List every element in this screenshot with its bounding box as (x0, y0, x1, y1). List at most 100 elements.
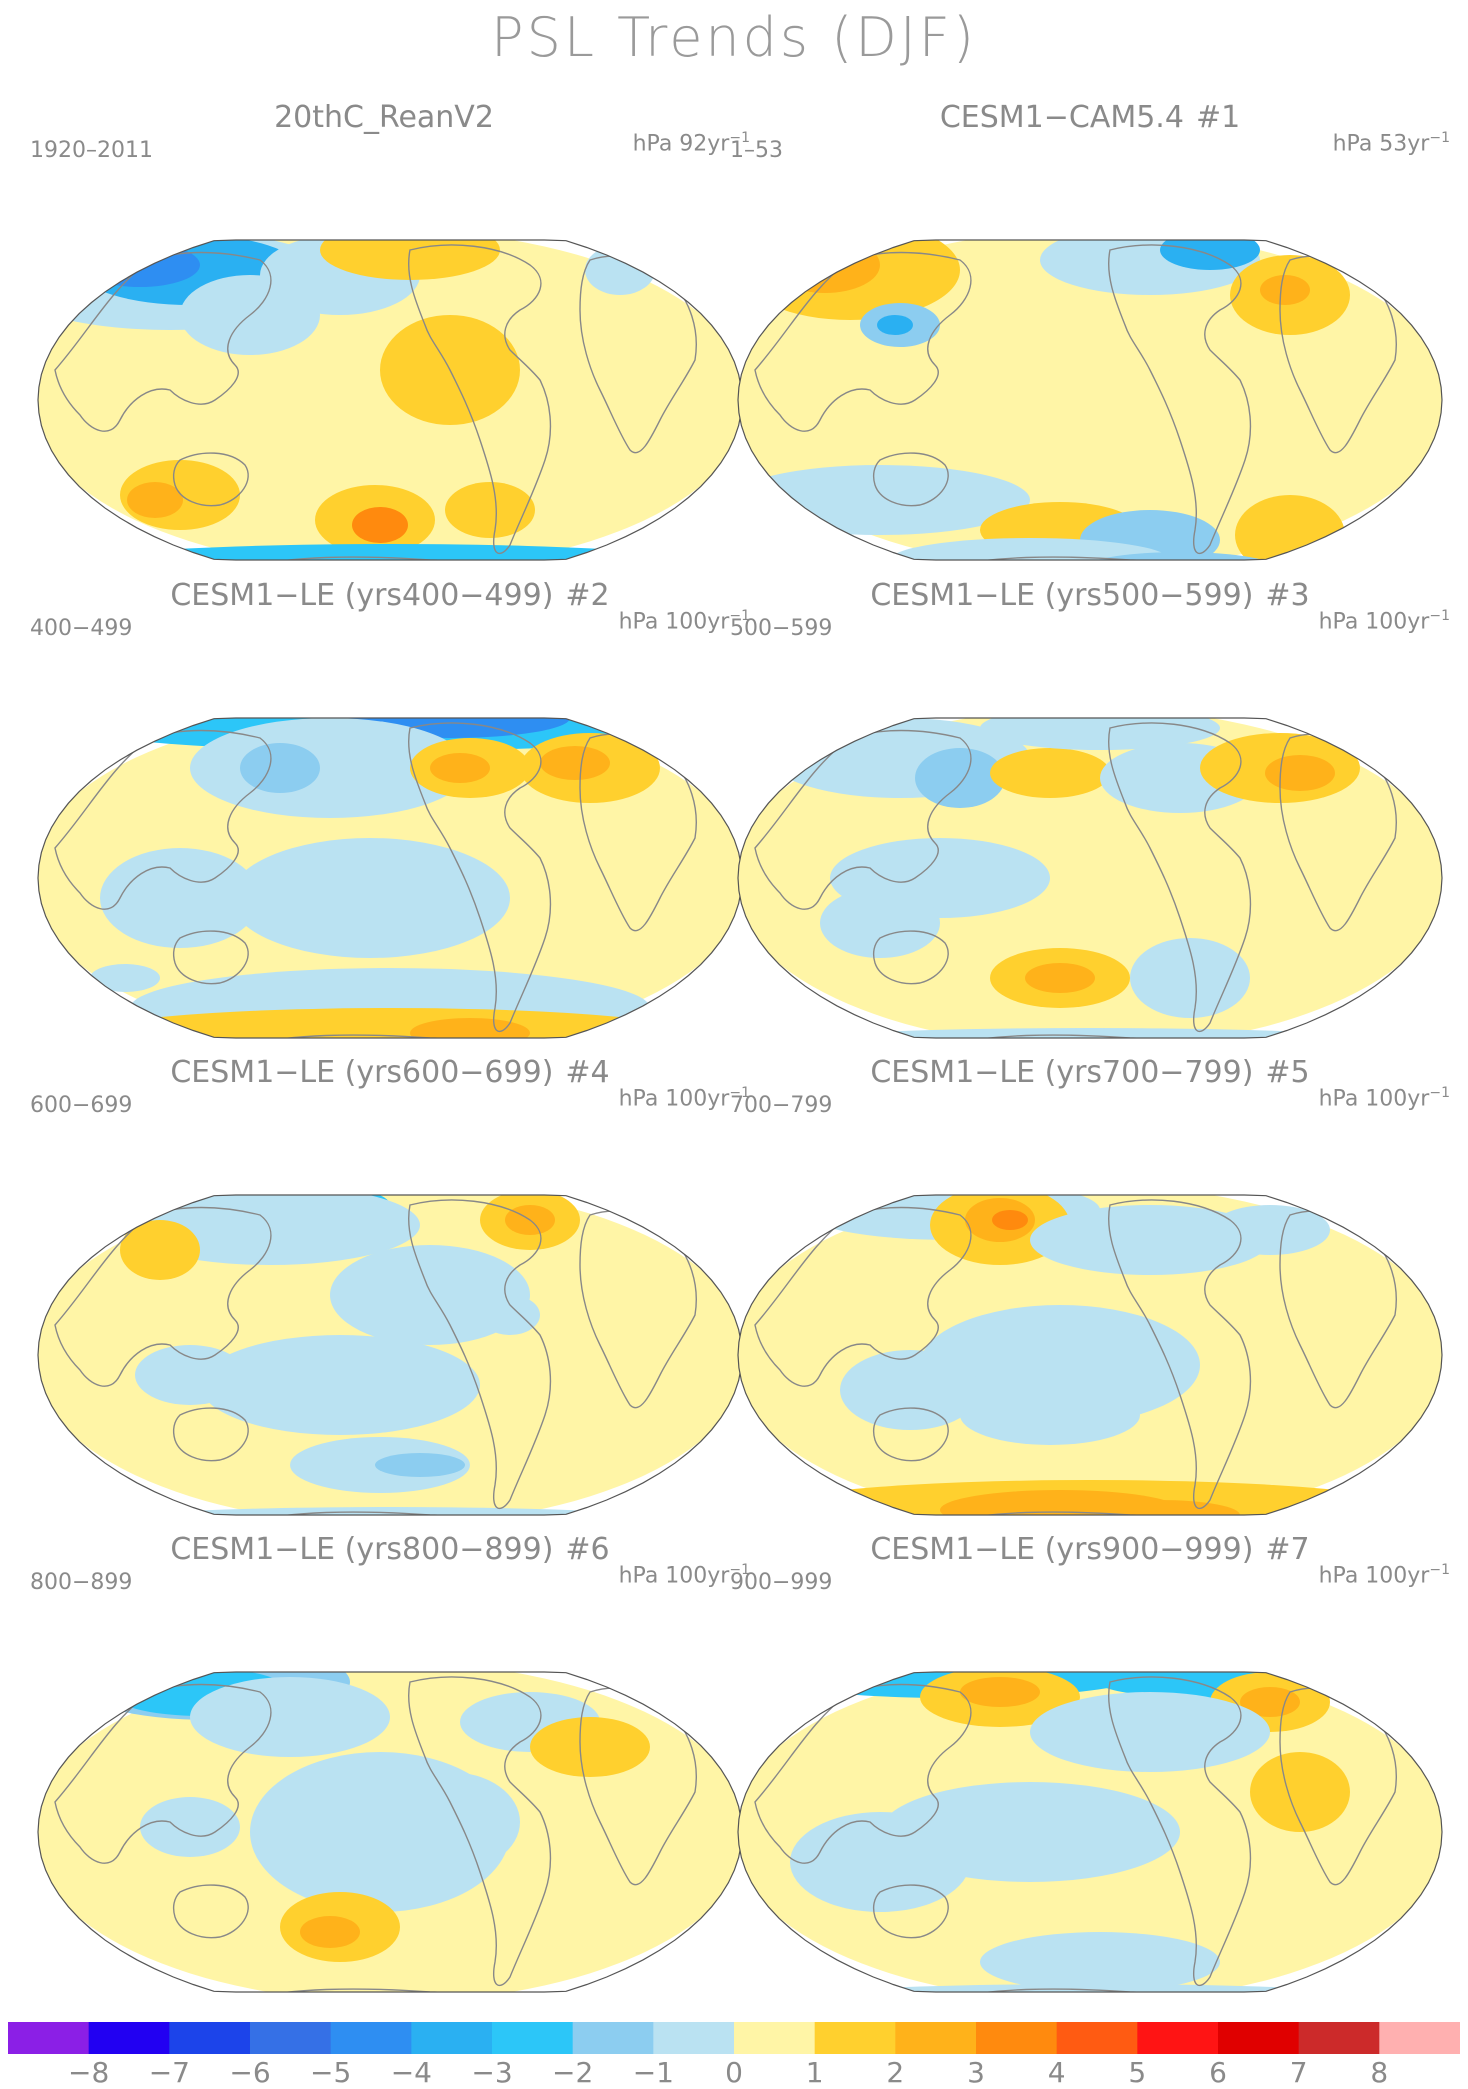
colorbar-tick-label: −8 (68, 2056, 110, 2089)
contour-region (150, 567, 370, 575)
colorbar-swatch (1379, 2022, 1460, 2054)
contour-region (1265, 755, 1335, 791)
panel-title: CESM1−LE (yrs900−999) #7 (870, 1532, 1310, 1567)
map-panel-4: CESM1−LE (yrs500−599) #3 500−599 hPa 100y… (730, 578, 1450, 1053)
period-label: 700−799 (730, 1093, 833, 1118)
contour-region (330, 1245, 530, 1345)
period-label: 1–53 (730, 138, 783, 163)
contour-region (135, 1345, 245, 1405)
map-border (737, 1671, 1443, 1993)
map-border (737, 239, 1443, 561)
map-panel-1: 20thC_ReanV2 1920–2011 hPa 92yr−1 (30, 100, 750, 575)
contour-region (100, 848, 260, 948)
contour-region (1080, 510, 1220, 560)
map-border (37, 1194, 743, 1516)
contour-region (127, 482, 183, 518)
map-border (737, 717, 1443, 1039)
contour-region (190, 718, 470, 818)
psl-trend-map (37, 239, 743, 575)
contour-region (480, 1295, 540, 1335)
coastline-path (1108, 1676, 1252, 1987)
contour-region (70, 1507, 710, 1515)
coastline-path (172, 930, 249, 985)
colorbar-tick-label: 1 (805, 2056, 824, 2089)
period-label: 400−499 (30, 616, 133, 641)
panel-title: CESM1−CAM5.4 #1 (939, 100, 1241, 135)
contour-region (992, 1210, 1028, 1230)
units-label: hPa 100yr−1 (618, 1562, 750, 1589)
colorbar-swatch (734, 2022, 816, 2054)
colorbar-tick-label: −7 (148, 2056, 190, 2089)
units-label: hPa 100yr−1 (618, 1085, 750, 1112)
contour-region (1030, 1205, 1270, 1275)
contour-region (760, 1984, 1420, 1992)
period-label: 800−899 (30, 1570, 133, 1595)
page-title: PSL Trends (DJF) (491, 6, 977, 69)
contour-region (38, 544, 742, 560)
contour-region (230, 838, 510, 958)
period-label: 900−999 (730, 1570, 833, 1595)
contour-region (120, 1220, 200, 1280)
psl-contour-field (38, 1195, 742, 1515)
map-border (37, 717, 743, 1039)
colorbar-tick-label: 2 (886, 2056, 905, 2089)
contour-region (540, 746, 610, 780)
contour-region (445, 482, 535, 538)
coastline-path (1108, 244, 1252, 555)
coastline-path (408, 1199, 552, 1510)
contour-region (70, 1008, 710, 1038)
contour-region (430, 753, 490, 783)
contour-region (960, 1677, 1040, 1707)
contour-region (915, 748, 1005, 808)
period-label: 1920–2011 (30, 138, 153, 163)
colorbar-swatch (572, 2022, 654, 2054)
contour-region (530, 1717, 650, 1777)
contour-region (787, 244, 843, 276)
coastline-path (872, 1884, 949, 1939)
contour-region (940, 1490, 1180, 1515)
panel-title: CESM1−LE (yrs800−899) #6 (170, 1532, 610, 1567)
units-label: hPa 100yr−1 (618, 608, 750, 635)
colorbar-swatch (1218, 2022, 1300, 2054)
map-border (737, 1194, 1443, 1516)
colorbar-swatch (1298, 2022, 1380, 2054)
psl-trend-map (37, 1671, 743, 1993)
contour-region (90, 964, 160, 992)
map-border (37, 239, 743, 561)
colorbar-swatch (1056, 2022, 1138, 2054)
coastline-path (872, 452, 949, 507)
panel-title: CESM1−LE (yrs600−699) #4 (170, 1055, 610, 1090)
contour-region (1160, 240, 1260, 270)
colorbar-tick-label: −6 (229, 2056, 271, 2089)
contour-region (190, 1677, 390, 1757)
contour-region (840, 1350, 980, 1430)
colorbar-swatch (895, 2022, 977, 2054)
contour-region (1250, 1752, 1350, 1832)
contour-region (1000, 370, 1180, 430)
psl-trend-map (737, 1671, 1443, 1993)
colorbar-tick-label: −1 (632, 2056, 674, 2089)
coastline-path (1108, 1199, 1252, 1510)
colorbar-tick-label: 3 (967, 2056, 985, 2089)
units-label: hPa 92yr−1 (632, 130, 750, 157)
colorbar-swatch (8, 2022, 90, 2054)
contour-region (1260, 275, 1310, 305)
colorbar-swatch (492, 2022, 574, 2054)
colorbar-tick-label: 5 (1128, 2056, 1147, 2089)
colorbar-swatch (976, 2022, 1058, 2054)
contour-region (585, 245, 655, 295)
contour-region (375, 1453, 465, 1477)
contour-region (1240, 1687, 1300, 1717)
coastline-path (172, 1884, 249, 1939)
contour-region (410, 1018, 530, 1038)
map-panel-3: CESM1−LE (yrs400−499) #2 400−499 hPa 100y… (30, 578, 750, 1053)
colorbar-swatch (653, 2022, 735, 2054)
psl-trend-map (737, 717, 1443, 1039)
contour-region (960, 1385, 1140, 1445)
panel-title: 20thC_ReanV2 (274, 100, 494, 135)
contour-region (790, 1812, 970, 1912)
units-label: hPa 53yr−1 (1332, 130, 1450, 157)
colorbar-tick-label: 8 (1370, 2056, 1389, 2089)
psl-contour-field (738, 1195, 1442, 1515)
psl-trend-map (37, 717, 743, 1039)
